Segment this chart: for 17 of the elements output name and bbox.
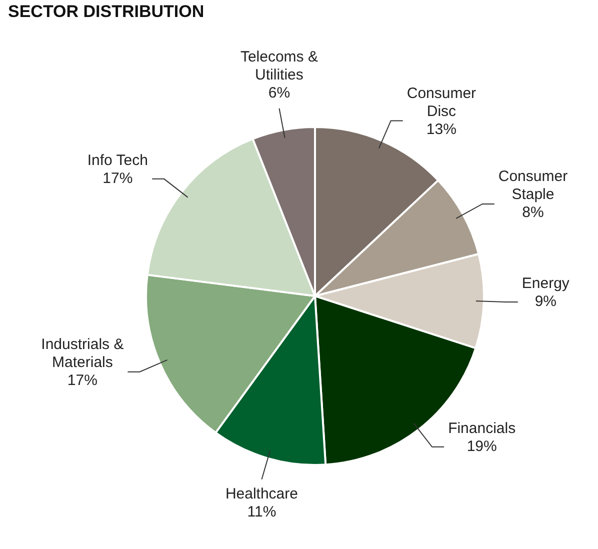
data-label: 6% [268, 84, 290, 102]
slice-label: Industrials & Materials [41, 336, 124, 371]
slice-label: Financials [448, 420, 516, 438]
data-label: 8% [522, 204, 544, 222]
data-label: 17% [102, 170, 133, 188]
data-label: 19% [466, 438, 497, 456]
data-label: 13% [426, 120, 456, 138]
data-label: 9% [534, 293, 557, 310]
data-label: 17% [67, 372, 98, 389]
data-label: 11% [247, 504, 276, 521]
slice-label: Energy [522, 275, 570, 292]
slice-label: Telecoms & Utilities [240, 48, 318, 84]
chart-title: SECTOR DISTRIBUTION [8, 2, 204, 22]
slice-label: Consumer Disc [406, 84, 476, 120]
slice-label: Consumer Staple [498, 168, 568, 204]
slice-label: Healthcare [225, 486, 298, 503]
slice-label: Info Tech [87, 152, 148, 170]
